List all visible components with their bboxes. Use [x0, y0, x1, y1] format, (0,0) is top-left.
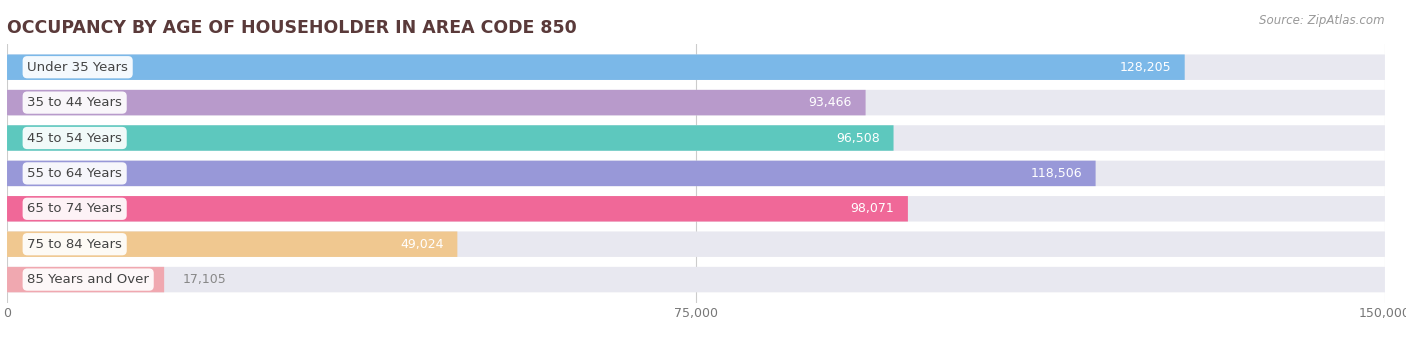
Text: 35 to 44 Years: 35 to 44 Years [27, 96, 122, 109]
FancyBboxPatch shape [7, 54, 1385, 80]
Text: Under 35 Years: Under 35 Years [27, 61, 128, 74]
Text: 96,508: 96,508 [837, 132, 880, 144]
Text: 93,466: 93,466 [808, 96, 852, 109]
Text: Source: ZipAtlas.com: Source: ZipAtlas.com [1260, 14, 1385, 27]
FancyBboxPatch shape [7, 196, 1385, 222]
FancyBboxPatch shape [7, 232, 1385, 257]
Text: 118,506: 118,506 [1031, 167, 1081, 180]
FancyBboxPatch shape [7, 54, 1185, 80]
FancyBboxPatch shape [7, 125, 894, 151]
Text: 45 to 54 Years: 45 to 54 Years [27, 132, 122, 144]
Text: 98,071: 98,071 [851, 202, 894, 215]
Text: 17,105: 17,105 [183, 273, 226, 286]
FancyBboxPatch shape [7, 161, 1385, 186]
FancyBboxPatch shape [7, 161, 1095, 186]
FancyBboxPatch shape [7, 90, 1385, 115]
Text: OCCUPANCY BY AGE OF HOUSEHOLDER IN AREA CODE 850: OCCUPANCY BY AGE OF HOUSEHOLDER IN AREA … [7, 19, 576, 37]
FancyBboxPatch shape [7, 267, 1385, 292]
Text: 85 Years and Over: 85 Years and Over [27, 273, 149, 286]
FancyBboxPatch shape [7, 125, 1385, 151]
Text: 75 to 84 Years: 75 to 84 Years [27, 238, 122, 251]
FancyBboxPatch shape [7, 267, 165, 292]
FancyBboxPatch shape [7, 90, 866, 115]
FancyBboxPatch shape [7, 196, 908, 222]
Text: 65 to 74 Years: 65 to 74 Years [27, 202, 122, 215]
Text: 128,205: 128,205 [1119, 61, 1171, 74]
Text: 55 to 64 Years: 55 to 64 Years [27, 167, 122, 180]
FancyBboxPatch shape [7, 232, 457, 257]
Text: 49,024: 49,024 [401, 238, 443, 251]
